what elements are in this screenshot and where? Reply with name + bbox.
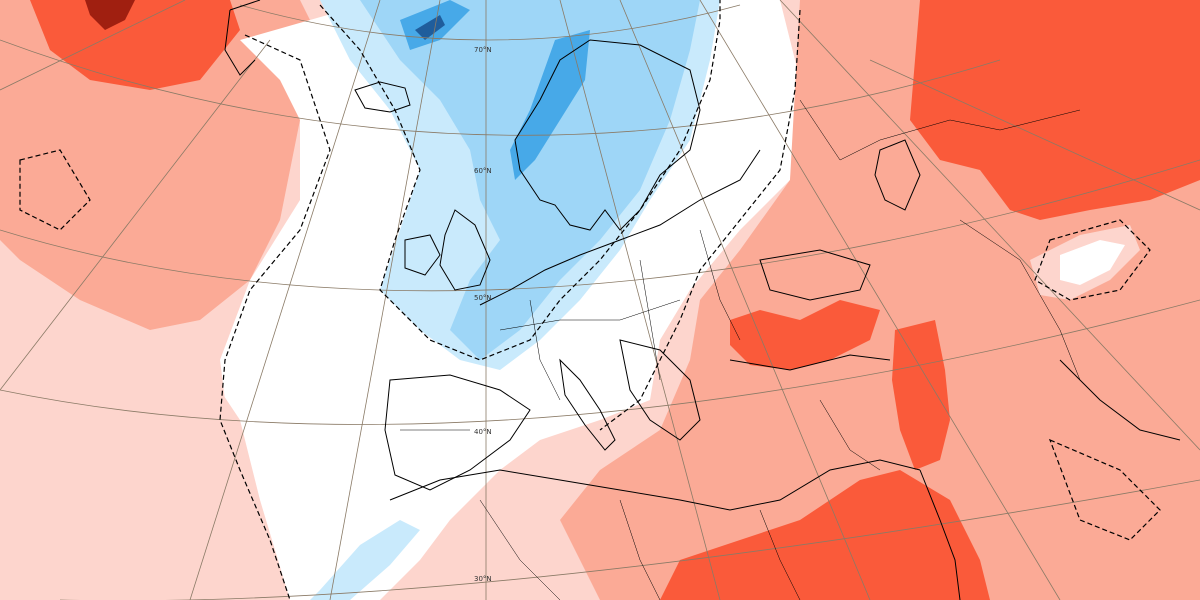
contour-cool <box>319 0 721 361</box>
coast-red-sea <box>919 469 961 600</box>
coast-turkey <box>729 354 891 371</box>
meridian-e75 <box>869 59 1200 211</box>
parallel-70 <box>239 4 741 41</box>
cool-medium-region <box>360 0 700 360</box>
border-central-europe <box>499 299 681 331</box>
greenland-dark-core <box>85 0 135 30</box>
meridian-w15 <box>329 0 441 600</box>
lat-label-30: 30°N <box>474 575 492 583</box>
border-alps <box>529 299 561 401</box>
meridian-w45 <box>0 39 271 391</box>
meridian-e30 <box>619 0 871 600</box>
contour-atlantic-blob <box>19 149 91 231</box>
border-morocco-algeria <box>479 499 561 600</box>
border-algeria-libya <box>619 499 661 600</box>
border-central-asia <box>959 219 1081 381</box>
contour-central-asia <box>1034 219 1151 301</box>
coast-ireland <box>404 234 441 276</box>
border-eastern-europe <box>639 259 661 381</box>
contour-west <box>219 34 331 600</box>
coast-north-africa <box>389 459 921 511</box>
coast-balkans <box>619 339 701 441</box>
parallel-60 <box>0 39 1001 136</box>
lat-label-70: 70°N <box>474 46 492 54</box>
atlantic-warm-region <box>0 0 320 330</box>
borders <box>400 99 1081 600</box>
lat-label-40: 40°N <box>474 428 492 436</box>
sw-atlantic-light <box>0 310 290 600</box>
sw-cool-streak <box>310 520 420 600</box>
parallel-50 <box>0 159 1200 292</box>
lat-label-50: 50°N <box>474 294 492 302</box>
greenland-warm-core <box>30 0 240 90</box>
north-atlantic-dark-core <box>415 15 445 40</box>
coast-black-sea <box>759 249 871 301</box>
meridian-e60 <box>779 0 1200 451</box>
meridian-e15 <box>559 0 721 600</box>
coast-caspian <box>874 139 921 211</box>
central-asia-white-patch <box>1060 240 1125 285</box>
border-russia-kazakh <box>799 99 1081 161</box>
levant-warm-strip <box>892 320 950 470</box>
turkey-warm-patch <box>730 300 880 370</box>
contour-arabia <box>1048 438 1161 541</box>
coast-greenland <box>224 0 261 76</box>
coast-iceland <box>354 81 411 113</box>
meridian-e45 <box>699 0 1061 600</box>
coast-north-europe <box>479 149 761 306</box>
border-ukraine <box>699 229 741 341</box>
africa-warm-core <box>660 470 990 600</box>
meridian-w60 <box>0 0 186 91</box>
coastlines <box>224 0 1181 600</box>
border-libya-egypt <box>759 509 801 600</box>
coast-britain <box>439 209 491 291</box>
zero-contours <box>19 0 1161 600</box>
contour-east-boundary <box>599 9 801 431</box>
meridian-w30 <box>189 0 381 600</box>
parallel-40 <box>0 299 1200 425</box>
coast-iberia <box>384 374 531 491</box>
coast-italy <box>559 358 616 451</box>
russia-warm-core <box>910 0 1200 220</box>
lat-label-60: 60°N <box>474 167 492 175</box>
coast-scandinavia <box>514 39 701 231</box>
scandinavia-cool-core <box>510 30 590 180</box>
border-middle-east <box>819 399 881 471</box>
